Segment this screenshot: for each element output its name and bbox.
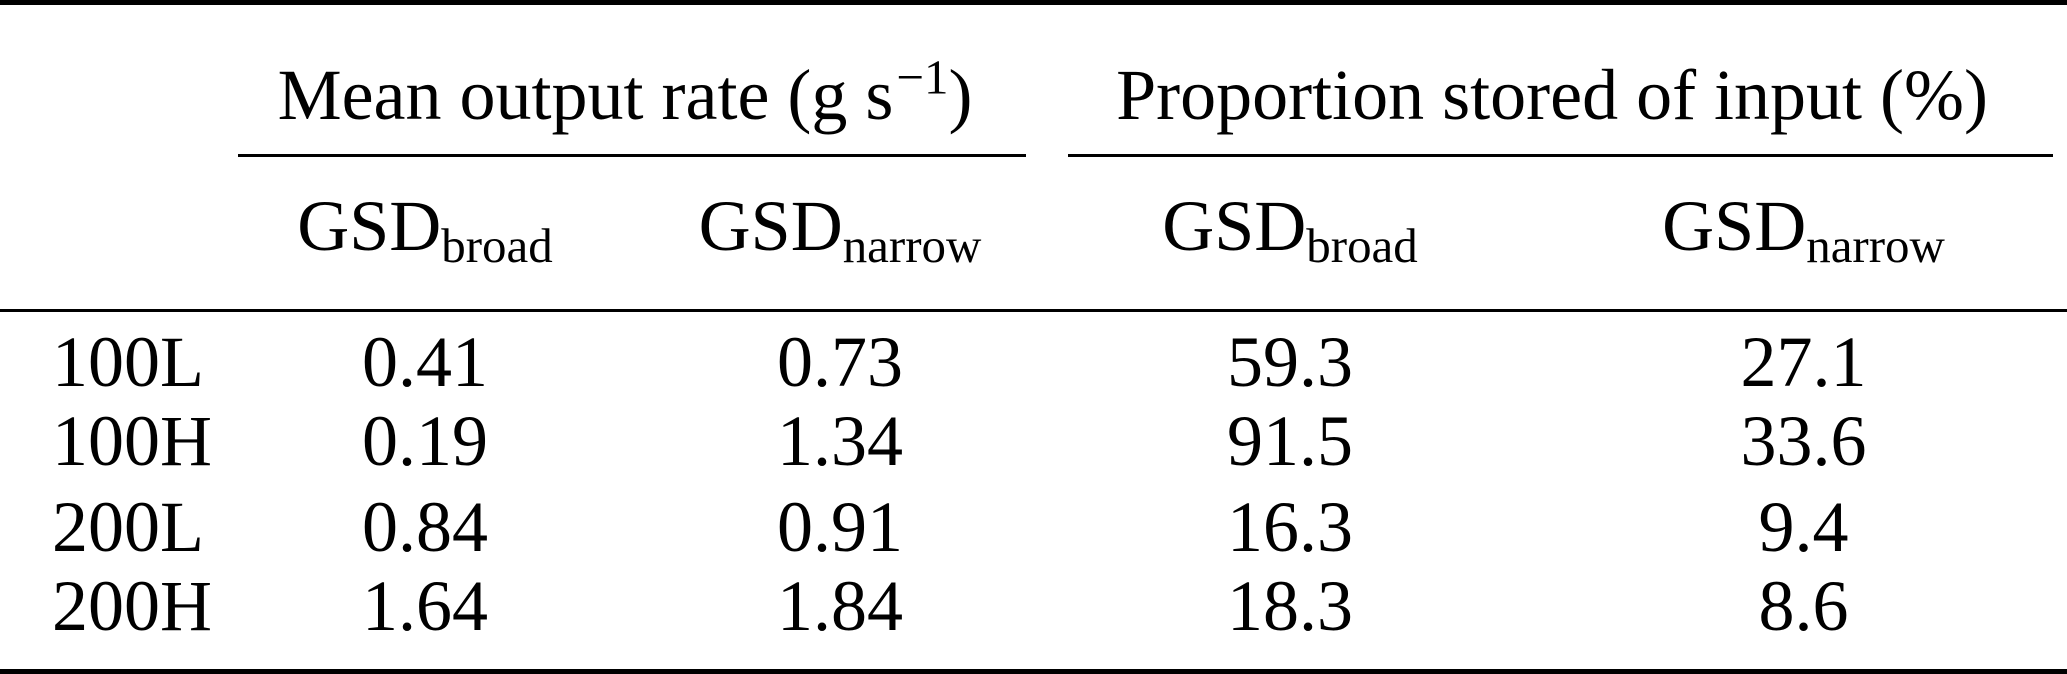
data-cell: 8.6 [1758,566,1849,646]
group-label-superscript: −1 [896,49,949,105]
data-cell: 16.3 [1227,487,1354,567]
table-row: 200L 0.84 0.91 16.3 9.4 [0,484,2067,570]
table-header: Mean output rate (g s−1) Proportion stor… [0,3,2067,312]
data-cell: 59.3 [1227,322,1354,402]
table-row: 100H 0.19 1.34 91.5 33.6 [0,398,2067,484]
data-cell: 27.1 [1740,322,1867,402]
table-row: 100L 0.41 0.73 59.3 27.1 [0,311,2067,399]
data-cell: 18.3 [1227,566,1354,646]
col-header-subscript: narrow [842,217,982,273]
col-header-output-gsd-narrow: GSDnarrow [640,157,1041,312]
row-label: 200H [52,566,212,646]
col-header-base: GSD [1162,186,1307,266]
data-cell: 9.4 [1758,487,1849,567]
group-label-text: Mean output rate (g s [277,55,894,135]
group-label-text: Proportion stored of input (%) [1116,55,1988,135]
data-cell: 1.84 [777,566,903,646]
col-header-base: GSD [698,186,843,266]
col-header-subscript: broad [441,217,553,273]
col-header-output-gsd-broad: GSDbroad [210,157,640,312]
sub-header-row: GSDbroad GSDnarrow GSDbroad GSDnarrow [0,157,2067,312]
col-header-base: GSD [297,186,442,266]
group-header-mean-output-rate: Mean output rate (g s−1) [210,3,1040,158]
row-label: 100L [52,322,204,402]
corner-spacer [0,3,210,158]
row-label: 200L [52,487,204,567]
data-cell: 0.84 [362,487,488,567]
data-cell: 1.34 [777,401,903,481]
data-cell: 1.64 [362,566,488,646]
data-cell: 0.41 [362,322,488,402]
group-header-proportion-stored: Proportion stored of input (%) [1040,3,2067,158]
data-cell: 91.5 [1227,401,1354,481]
col-header-base: GSD [1662,186,1807,266]
group-header-row: Mean output rate (g s−1) Proportion stor… [0,3,2067,158]
col-header-stored-gsd-broad: GSDbroad [1040,157,1541,312]
data-cell: 0.19 [362,401,488,481]
data-cell: 33.6 [1740,401,1867,481]
corner-spacer [0,157,210,312]
row-label: 100H [52,401,212,481]
table-body: 100L 0.41 0.73 59.3 27.1 100H 0.19 1.34 … [0,311,2067,672]
col-header-subscript: narrow [1806,217,1945,273]
col-header-subscript: broad [1306,217,1418,273]
table-row: 200H 1.64 1.84 18.3 8.6 [0,570,2067,672]
data-cell: 0.91 [777,487,903,567]
group-label-close: ) [948,55,973,135]
col-header-stored-gsd-narrow: GSDnarrow [1540,157,2067,312]
data-cell: 0.73 [777,322,903,402]
